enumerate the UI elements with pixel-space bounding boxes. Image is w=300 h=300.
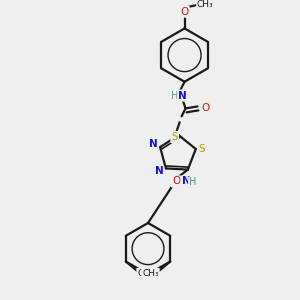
Text: CH₃: CH₃	[197, 0, 214, 9]
Text: S: S	[198, 144, 205, 154]
Text: CH₃: CH₃	[137, 269, 154, 278]
Text: H: H	[189, 177, 196, 188]
Text: CH₃: CH₃	[142, 269, 159, 278]
Text: N: N	[178, 91, 187, 100]
Text: O: O	[172, 176, 180, 186]
Text: N: N	[154, 167, 163, 176]
Text: O: O	[180, 7, 189, 16]
Text: H: H	[171, 91, 178, 100]
Text: N: N	[182, 176, 190, 186]
Text: O: O	[201, 103, 209, 113]
Text: S: S	[171, 132, 178, 142]
Text: N: N	[149, 139, 158, 149]
